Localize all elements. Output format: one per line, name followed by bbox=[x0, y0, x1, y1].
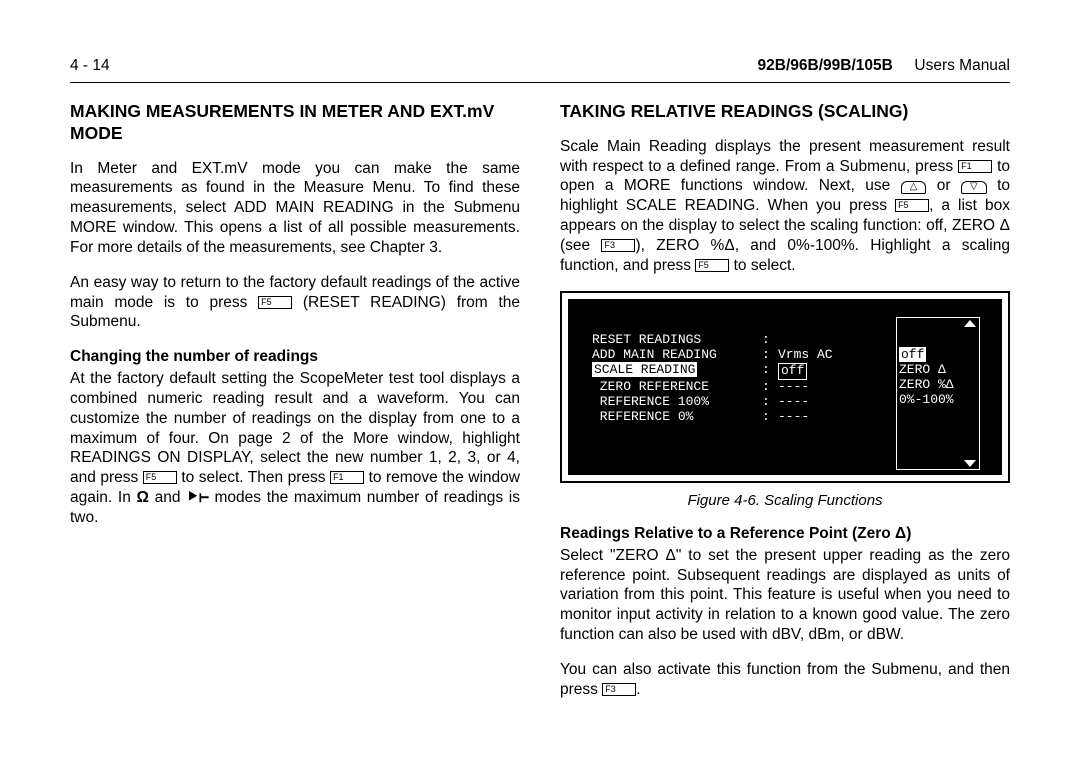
f1-key-icon: F1 bbox=[330, 471, 364, 484]
right-para-1: Scale Main Reading displays the present … bbox=[560, 137, 1010, 276]
scroll-down-icon bbox=[964, 460, 976, 467]
lcd-figure: RESET READINGS:ADD MAIN READING:Vrms ACS… bbox=[560, 291, 1010, 483]
right-para-2: Select "ZERO Δ" to set the present upper… bbox=[560, 546, 1010, 645]
right-para-3: You can also activate this function from… bbox=[560, 660, 1010, 700]
left-para-1: In Meter and EXT.mV mode you can make th… bbox=[70, 159, 520, 258]
left-para-3: At the factory default setting the Scope… bbox=[70, 369, 520, 528]
lcd-listbox-item: ZERO Δ bbox=[899, 363, 977, 378]
header-right: 92B/96B/99B/105B Users Manual bbox=[758, 56, 1010, 76]
lcd-listbox-item: ZERO %Δ bbox=[899, 378, 977, 393]
f5-key-icon: F5 bbox=[695, 259, 729, 272]
lcd-screen: RESET READINGS:ADD MAIN READING:Vrms ACS… bbox=[568, 299, 1002, 475]
f3-key-icon: F3 bbox=[601, 239, 635, 252]
left-subhead-1: Changing the number of readings bbox=[70, 347, 520, 367]
f5-key-icon: F5 bbox=[143, 471, 177, 484]
lcd-listbox: offZERO ΔZERO %Δ0%-100% bbox=[896, 317, 980, 470]
figure-caption: Figure 4-6. Scaling Functions bbox=[560, 491, 1010, 510]
left-column: MAKING MEASUREMENTS IN METER AND EXT.mV … bbox=[70, 101, 520, 715]
f1-key-icon: F1 bbox=[958, 160, 992, 173]
page-number: 4 - 14 bbox=[70, 56, 110, 76]
scroll-up-icon bbox=[964, 320, 976, 327]
left-para-2: An easy way to return to the factory def… bbox=[70, 273, 520, 332]
ohm-icon: Ω bbox=[137, 489, 149, 506]
left-heading: MAKING MEASUREMENTS IN METER AND EXT.mV … bbox=[70, 101, 520, 145]
right-subhead-1: Readings Relative to a Reference Point (… bbox=[560, 524, 1010, 544]
f5-key-icon: F5 bbox=[258, 296, 292, 309]
lcd-listbox-item: off bbox=[899, 348, 977, 363]
content-columns: MAKING MEASUREMENTS IN METER AND EXT.mV … bbox=[70, 101, 1010, 715]
right-heading: TAKING RELATIVE READINGS (SCALING) bbox=[560, 101, 1010, 123]
diode-icon: ⯈⊢ bbox=[186, 489, 209, 506]
up-arrow-key-icon: △ bbox=[901, 181, 927, 194]
f5-key-icon: F5 bbox=[895, 199, 929, 212]
doc-type: Users Manual bbox=[914, 57, 1010, 74]
f3-key-icon: F3 bbox=[602, 683, 636, 696]
down-arrow-key-icon: ▽ bbox=[961, 181, 987, 194]
model-string: 92B/96B/99B/105B bbox=[758, 57, 893, 74]
page-header: 4 - 14 92B/96B/99B/105B Users Manual bbox=[70, 56, 1010, 83]
right-column: TAKING RELATIVE READINGS (SCALING) Scale… bbox=[560, 101, 1010, 715]
lcd-listbox-item: 0%-100% bbox=[899, 393, 977, 408]
